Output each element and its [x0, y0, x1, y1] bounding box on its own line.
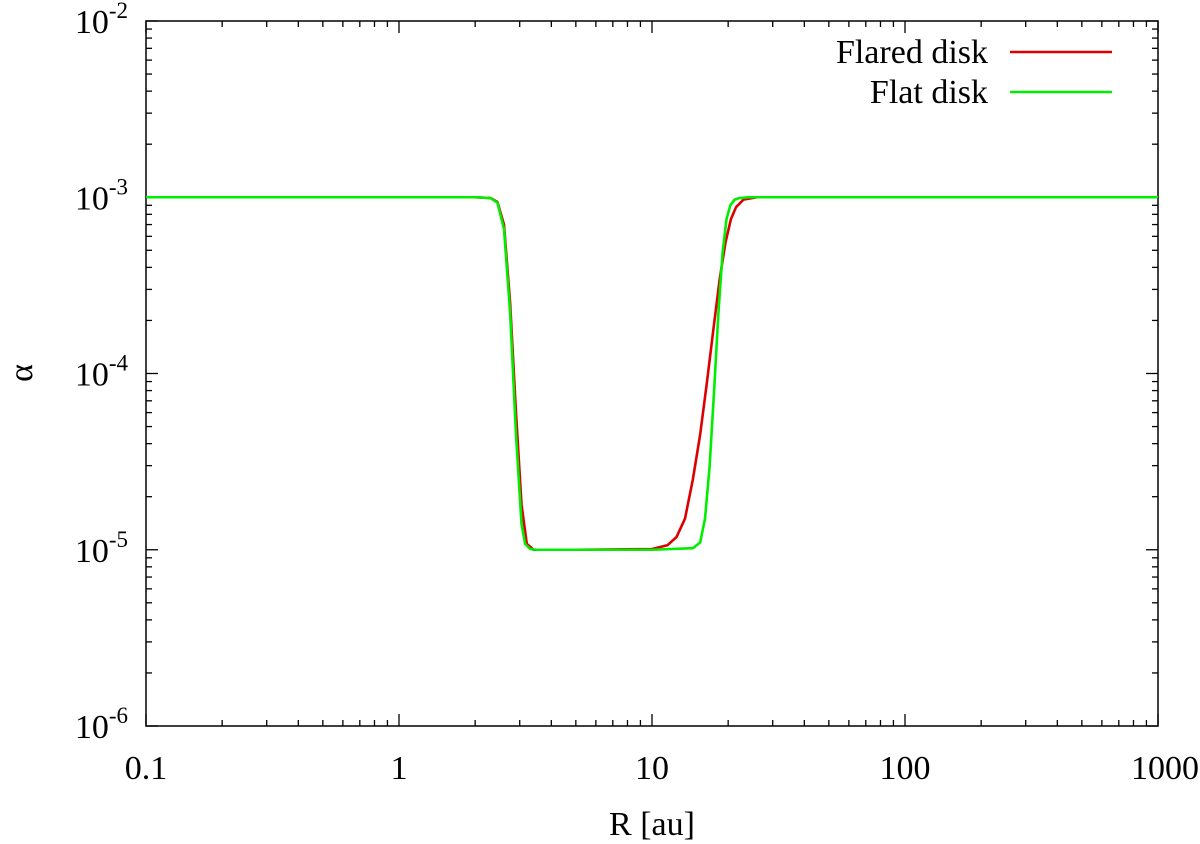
x-tick-label: 10: [635, 750, 669, 787]
y-tick-label: 10-2: [75, 0, 128, 41]
series-line-1: [146, 195, 1158, 552]
series-layer: [146, 195, 1158, 552]
x-tick-label: 100: [880, 750, 931, 787]
x-tick-label: 1: [391, 750, 408, 787]
axis-tick-labels: 0.1 1 10 100 1000 10-6 10-5 10-4 10-3 10-2: [75, 0, 1199, 787]
x-tick-label: 1000: [1131, 750, 1199, 787]
y-tick-label: 10-4: [75, 351, 129, 394]
series-line-2: [146, 195, 1158, 552]
y-tick-label: 10-5: [75, 527, 128, 570]
y-tick-label: 10-3: [75, 174, 128, 217]
plot-frame: [145, 20, 1159, 727]
x-tick-label: 0.1: [125, 750, 168, 787]
legend-label-2: Flat disk: [870, 74, 988, 111]
legend-label-1: Flared disk: [836, 34, 988, 71]
y-tick-label: 10-6: [75, 703, 128, 746]
axis-ticks: [145, 20, 1159, 727]
x-axis-label: R [au]: [609, 806, 695, 843]
y-axis-label: α: [3, 364, 40, 382]
